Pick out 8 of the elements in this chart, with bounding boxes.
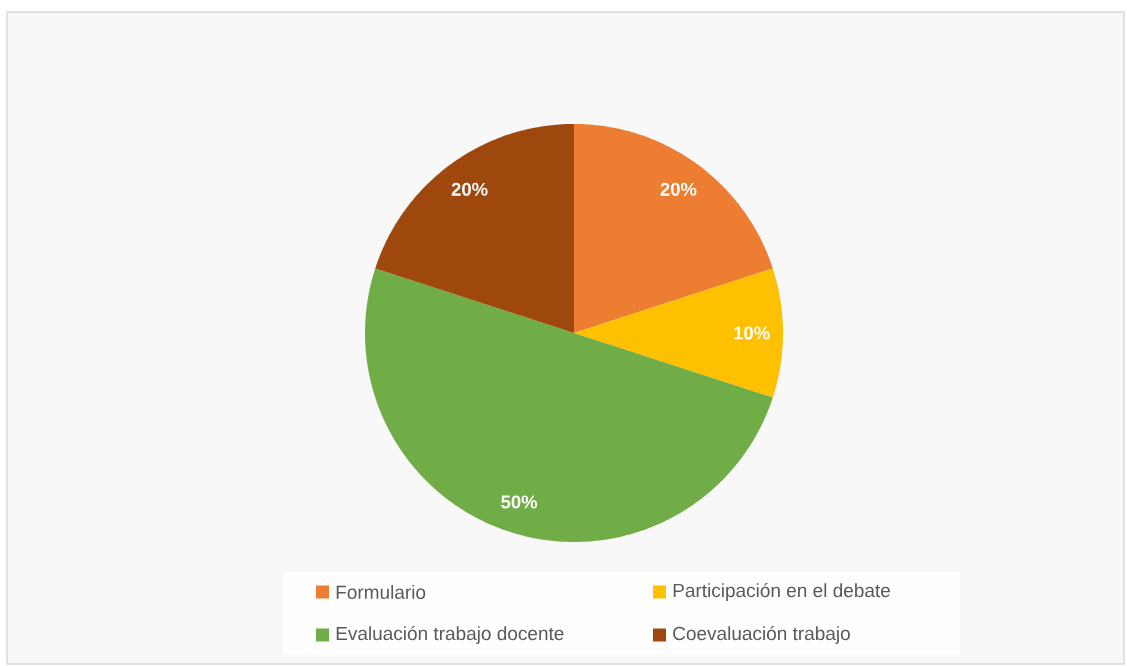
data-label: 50% — [501, 495, 538, 509]
data-label: 20% — [660, 182, 697, 196]
data-label: 10% — [734, 326, 770, 340]
legend-label: Participación en el debate — [673, 583, 890, 601]
data-label: 20% — [451, 182, 488, 196]
legend-label: Formulario — [336, 585, 426, 599]
legend-label: Evaluación trabajo docente — [336, 626, 564, 644]
legend-label: Coevaluación trabajo — [673, 626, 850, 644]
